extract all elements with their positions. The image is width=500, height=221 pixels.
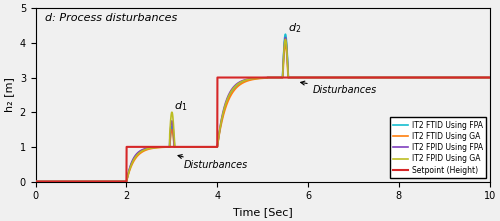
IT2 FPID Using GA	[486, 76, 492, 79]
IT2 FTID Using GA	[282, 43, 288, 46]
Y-axis label: h₂ [m]: h₂ [m]	[4, 77, 14, 112]
IT2 FPID Using FPA	[282, 36, 288, 39]
IT2 FPID Using GA	[206, 146, 212, 148]
IT2 FPID Using GA	[305, 76, 311, 79]
IT2 FTID Using FPA	[206, 146, 212, 148]
IT2 FPID Using GA	[32, 180, 38, 183]
Setpoint (Height)	[406, 76, 412, 79]
IT2 FPID Using FPA	[406, 76, 412, 79]
IT2 FTID Using GA	[32, 180, 38, 183]
IT2 FPID Using FPA	[115, 180, 121, 183]
IT2 FTID Using FPA	[406, 76, 412, 79]
Line: Setpoint (Height): Setpoint (Height)	[36, 78, 490, 182]
IT2 FTID Using FPA	[115, 180, 121, 183]
IT2 FTID Using FPA	[486, 76, 492, 79]
IT2 FTID Using FPA	[282, 33, 288, 36]
Line: IT2 FTID Using GA: IT2 FTID Using GA	[36, 45, 490, 182]
IT2 FTID Using GA	[115, 180, 121, 183]
IT2 FTID Using FPA	[32, 180, 38, 183]
Setpoint (Height)	[372, 76, 378, 79]
Line: IT2 FPID Using FPA: IT2 FPID Using FPA	[36, 38, 490, 182]
IT2 FPID Using FPA	[32, 180, 38, 183]
Text: Disturbances: Disturbances	[300, 81, 377, 95]
IT2 FTID Using FPA	[328, 76, 334, 79]
Text: Disturbances: Disturbances	[178, 155, 248, 170]
IT2 FTID Using GA	[305, 76, 311, 79]
IT2 FTID Using GA	[486, 76, 492, 79]
IT2 FTID Using GA	[372, 76, 378, 79]
IT2 FPID Using GA	[406, 76, 412, 79]
Line: IT2 FPID Using GA: IT2 FPID Using GA	[36, 39, 490, 182]
IT2 FTID Using GA	[206, 146, 212, 148]
X-axis label: Time [Sec]: Time [Sec]	[233, 207, 292, 217]
Setpoint (Height)	[305, 76, 311, 79]
IT2 FPID Using FPA	[486, 76, 492, 79]
IT2 FPID Using FPA	[206, 146, 212, 148]
Text: $d_2$: $d_2$	[288, 21, 301, 34]
IT2 FTID Using FPA	[305, 76, 311, 79]
Text: $d_1$: $d_1$	[174, 99, 188, 113]
IT2 FPID Using FPA	[372, 76, 378, 79]
IT2 FTID Using GA	[406, 76, 412, 79]
IT2 FPID Using GA	[372, 76, 378, 79]
IT2 FPID Using FPA	[305, 76, 311, 79]
Line: IT2 FTID Using FPA: IT2 FTID Using FPA	[36, 34, 490, 182]
Setpoint (Height)	[214, 76, 220, 79]
Setpoint (Height)	[328, 76, 334, 79]
IT2 FPID Using GA	[282, 38, 288, 41]
Setpoint (Height)	[115, 180, 121, 183]
IT2 FTID Using GA	[328, 76, 334, 79]
IT2 FTID Using FPA	[372, 76, 378, 79]
Legend: IT2 FTID Using FPA, IT2 FTID Using GA, IT2 FPID Using FPA, IT2 FPID Using GA, Se: IT2 FTID Using FPA, IT2 FTID Using GA, I…	[390, 117, 486, 178]
IT2 FPID Using FPA	[328, 76, 334, 79]
IT2 FPID Using GA	[115, 180, 121, 183]
Setpoint (Height)	[486, 76, 492, 79]
Setpoint (Height)	[32, 180, 38, 183]
Text: d: Process disturbances: d: Process disturbances	[45, 13, 177, 23]
IT2 FPID Using GA	[328, 76, 334, 79]
Setpoint (Height)	[206, 146, 212, 148]
